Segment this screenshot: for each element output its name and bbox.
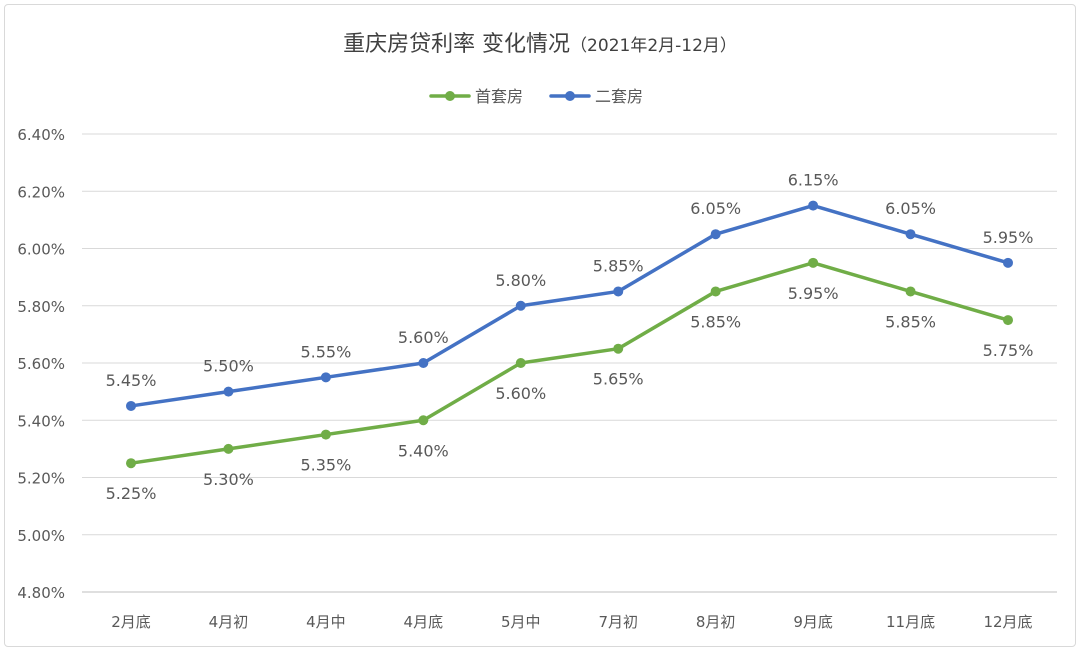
legend-label: 二套房: [595, 87, 643, 106]
x-tick-label: 12月底: [983, 613, 1032, 631]
x-tick-label: 4月初: [209, 613, 249, 631]
data-point: [1003, 315, 1013, 326]
legend-marker: [445, 91, 455, 101]
data-label: 5.80%: [495, 271, 546, 290]
chart-frame: [4, 4, 1076, 647]
chart-subtitle: （2021年2月-12月）: [570, 36, 737, 56]
data-point: [905, 229, 916, 240]
data-point: [223, 443, 234, 454]
data-label: 5.95%: [983, 228, 1034, 247]
y-tick-label: 6.00%: [17, 241, 65, 259]
data-label: 5.30%: [203, 470, 254, 489]
data-label: 5.60%: [495, 384, 546, 403]
x-tick-label: 7月初: [598, 613, 638, 631]
y-axis-labels: 4.80% 5.00% 5.20% 5.40% 5.60% 5.80% 6.00% 6.20%…: [17, 126, 65, 602]
y-tick-label: 5.20%: [17, 470, 65, 488]
x-tick-label: 9月底: [793, 613, 833, 631]
data-point: [613, 286, 624, 297]
x-tick-label: 8月初: [696, 613, 736, 631]
data-point: [515, 300, 526, 311]
data-label: 5.55%: [300, 342, 351, 361]
data-point: [808, 200, 819, 211]
data-point: [126, 400, 136, 411]
legend-label: 首套房: [475, 87, 523, 106]
data-label: 5.85%: [690, 312, 741, 331]
data-point: [905, 286, 916, 297]
y-tick-label: 6.40%: [17, 126, 65, 144]
data-point: [808, 257, 819, 268]
y-tick-label: 4.80%: [17, 584, 65, 602]
y-tick-label: 5.60%: [17, 355, 65, 373]
data-point: [1003, 257, 1013, 268]
data-point: [710, 229, 721, 240]
data-point: [418, 358, 429, 368]
data-label: 6.05%: [885, 199, 936, 218]
data-label: 5.95%: [788, 284, 839, 303]
data-label: 5.50%: [203, 357, 254, 376]
data-point: [710, 286, 721, 297]
data-label: 5.45%: [106, 371, 157, 390]
data-label: 6.05%: [690, 199, 741, 218]
data-label: 5.85%: [593, 256, 644, 275]
legend-marker: [565, 91, 575, 101]
data-label: 5.25%: [106, 484, 157, 503]
data-label: 5.40%: [398, 441, 449, 460]
data-point: [418, 415, 429, 426]
y-tick-label: 5.00%: [17, 527, 65, 545]
data-labels: 5.25% 5.30% 5.35% 5.40% 5.60% 5.65% 5.85% 5.95%…: [106, 171, 1034, 504]
gridlines: [82, 133, 1057, 593]
legend: 首套房 二套房: [429, 87, 643, 106]
chart-title-block: 重庆房贷利率 变化情况（2021年2月-12月）: [0, 26, 1080, 58]
data-label: 5.65%: [593, 370, 644, 389]
data-point: [223, 386, 234, 397]
data-point: [320, 372, 331, 383]
series-group: [126, 200, 1013, 469]
data-point: [515, 358, 526, 368]
data-label: 5.35%: [300, 456, 351, 475]
data-label: 5.75%: [983, 341, 1034, 360]
series-line-2: [129, 203, 1010, 408]
data-point: [320, 429, 331, 440]
x-tick-label: 11月底: [886, 613, 935, 631]
x-tick-label: 4月底: [404, 613, 444, 631]
data-label: 6.15%: [788, 171, 839, 190]
y-tick-label: 5.40%: [17, 412, 65, 430]
series-line-1: [129, 261, 1010, 465]
x-tick-label: 4月中: [306, 613, 346, 631]
y-tick-label: 6.20%: [17, 183, 65, 201]
x-axis-labels: 2月底 4月初 4月中 4月底 5月中 7月初 8月初 9月底 11月底 12月底: [111, 613, 1032, 631]
chart-title: 重庆房贷利率 变化情况: [343, 32, 571, 57]
data-point: [126, 458, 136, 469]
x-tick-label: 5月中: [501, 613, 541, 631]
y-tick-label: 5.80%: [17, 298, 65, 316]
x-tick-label: 2月底: [111, 613, 151, 631]
data-label: 5.85%: [885, 312, 936, 331]
data-point: [613, 343, 624, 354]
data-label: 5.60%: [398, 328, 449, 347]
